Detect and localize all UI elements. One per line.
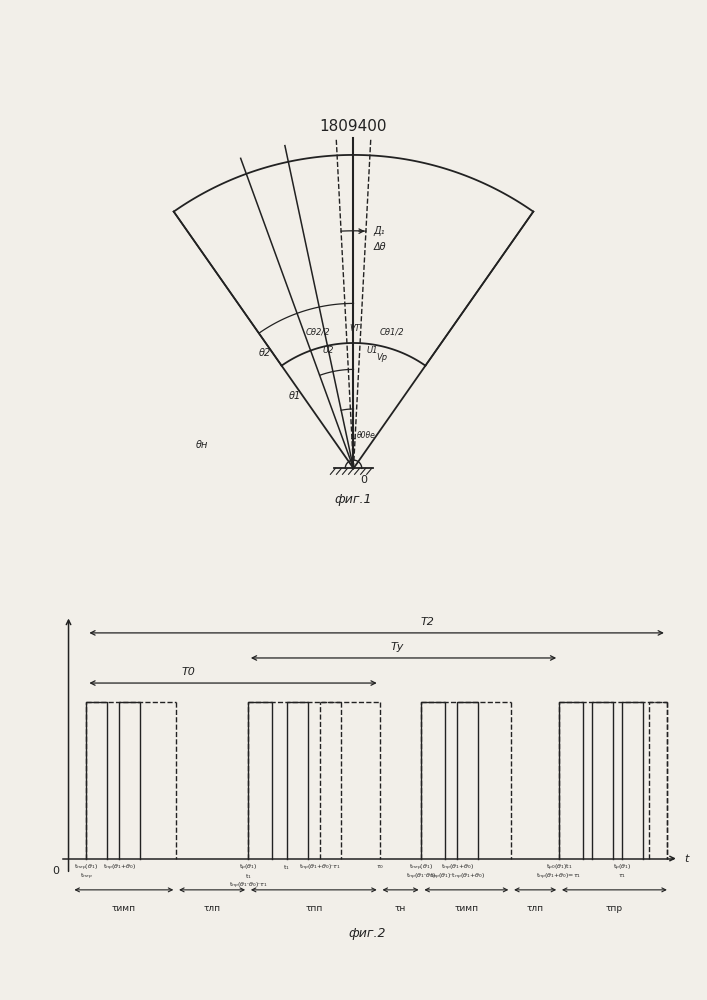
Text: τлп: τлп bbox=[527, 904, 544, 913]
Text: t$_1$: t$_1$ bbox=[245, 872, 252, 881]
Text: 0: 0 bbox=[360, 475, 367, 485]
Text: τн: τн bbox=[395, 904, 407, 913]
Text: Cθ2/2: Cθ2/2 bbox=[306, 327, 330, 336]
Text: Д₁: Д₁ bbox=[373, 226, 385, 236]
Text: VT: VT bbox=[350, 324, 361, 333]
Text: t$_{пер}$($\theta_1$): t$_{пер}$($\theta_1$) bbox=[74, 863, 98, 873]
Text: t$_{пр}$($\theta_1$$\cdot$$\theta_0$)$\cdot\tau_1$: t$_{пр}$($\theta_1$$\cdot$$\theta_0$)$\c… bbox=[228, 880, 267, 891]
Text: t$_{пер}$: t$_{пер}$ bbox=[80, 872, 93, 882]
Text: 0: 0 bbox=[52, 866, 59, 876]
Text: t$_{пер}$($\theta_1$): t$_{пер}$($\theta_1$) bbox=[409, 863, 433, 873]
Text: θ2: θ2 bbox=[259, 348, 271, 358]
Text: τпп: τпп bbox=[305, 904, 322, 913]
Text: фиг.2: фиг.2 bbox=[349, 927, 387, 940]
Text: $\tau_0$: $\tau_0$ bbox=[375, 863, 384, 871]
Text: Δθ: Δθ bbox=[373, 242, 386, 252]
Text: t$_{p}$($\theta_1$): t$_{p}$($\theta_1$) bbox=[239, 863, 257, 873]
Text: U1: U1 bbox=[367, 346, 378, 355]
Text: U2: U2 bbox=[322, 346, 334, 355]
Text: 1809400: 1809400 bbox=[320, 119, 387, 134]
Text: t$_{p0}$($\theta_1$)t$_1$: t$_{p0}$($\theta_1$)t$_1$ bbox=[546, 863, 573, 873]
Text: T0: T0 bbox=[181, 667, 195, 677]
Text: t$_{пр}$($\theta_1$+$\theta_0$)=$\tau_1$: t$_{пр}$($\theta_1$+$\theta_0$)=$\tau_1$ bbox=[537, 872, 582, 882]
Text: t$_p$($\theta_1$): t$_p$($\theta_1$) bbox=[613, 863, 631, 873]
Text: τимп: τимп bbox=[455, 904, 479, 913]
Text: t$_{пр}$($\theta_1$)$\cdot$t$_{пр}$($\theta_1$+$\theta_0$): t$_{пр}$($\theta_1$)$\cdot$t$_{пр}$($\th… bbox=[430, 872, 485, 882]
Text: θн: θн bbox=[196, 440, 209, 450]
Text: Cθ1/2: Cθ1/2 bbox=[380, 327, 404, 336]
Text: Tу: Tу bbox=[391, 642, 404, 652]
Text: τпр: τпр bbox=[606, 904, 623, 913]
Text: t$_{пр}$($\theta_1$+$\theta_0$)$\cdot\tau_1$: t$_{пр}$($\theta_1$+$\theta_0$)$\cdot\ta… bbox=[299, 863, 341, 873]
Text: T2: T2 bbox=[421, 617, 434, 627]
Text: t$_{пр}$($\theta_1$$\cdot$$\theta_0$): t$_{пр}$($\theta_1$$\cdot$$\theta_0$) bbox=[407, 872, 436, 882]
Text: τлп: τлп bbox=[204, 904, 221, 913]
Text: $\tau_1$: $\tau_1$ bbox=[618, 872, 626, 880]
Text: τимп: τимп bbox=[112, 904, 136, 913]
Text: t$_1$: t$_1$ bbox=[284, 863, 291, 872]
Text: θ1: θ1 bbox=[288, 391, 300, 401]
Text: Vp: Vp bbox=[377, 353, 387, 362]
Text: t$_{пр}$($\theta_1$+$\theta_0$): t$_{пр}$($\theta_1$+$\theta_0$) bbox=[103, 863, 136, 873]
Text: фиг.1: фиг.1 bbox=[334, 493, 373, 506]
Text: t: t bbox=[684, 854, 689, 864]
Text: t$_{пр}$($\theta_1$+$\theta_0$): t$_{пр}$($\theta_1$+$\theta_0$) bbox=[440, 863, 474, 873]
Text: θ0θe: θ0θe bbox=[357, 431, 375, 440]
